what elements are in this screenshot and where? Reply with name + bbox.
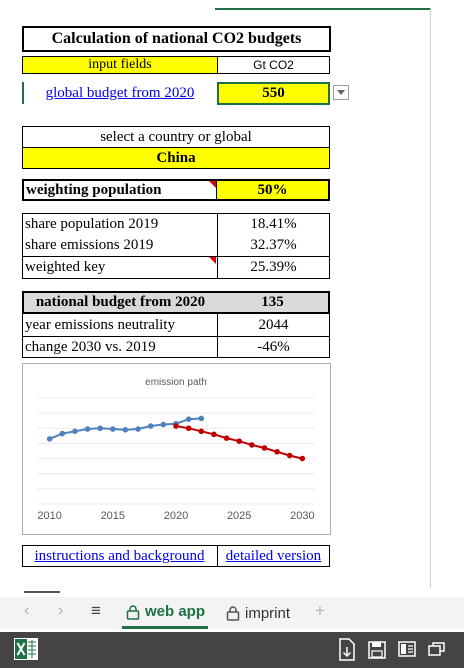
chart-title: emission path <box>145 377 207 388</box>
weighted-key-value: 25.39% <box>250 259 297 275</box>
row-separator <box>22 256 330 257</box>
x-tick-label: 2030 <box>290 510 314 522</box>
dropdown-button[interactable] <box>333 85 349 100</box>
instructions-link[interactable]: instructions and background <box>34 547 205 564</box>
global-budget-input[interactable]: 550 <box>217 82 330 105</box>
data-point <box>46 436 53 442</box>
emission-chart-svg: emission path 2010 2015 2020 2025 2030 <box>37 377 315 522</box>
national-budget-value: 135 <box>217 291 330 314</box>
status-bar <box>0 632 464 668</box>
weighting-label-text: weighting population <box>26 181 162 198</box>
data-point <box>261 445 268 451</box>
share-emissions-label: share emissions 2019 <box>25 237 154 253</box>
data-point <box>274 448 280 455</box>
data-point <box>223 435 230 441</box>
data-point <box>84 426 91 432</box>
save-icon[interactable] <box>368 639 386 659</box>
detailed-version-link[interactable]: detailed version <box>225 547 322 564</box>
share-population-value: 18.41% <box>250 216 297 232</box>
weighting-label: weighting population <box>22 179 217 201</box>
data-point <box>299 455 306 462</box>
shares-block <box>22 213 330 279</box>
data-point <box>147 423 154 429</box>
row-separator <box>22 336 330 337</box>
share-population-label: share population 2019 <box>25 216 159 232</box>
data-point <box>97 425 103 432</box>
weighted-key-label: weighted key <box>23 257 216 278</box>
scroll-indicator[interactable] <box>24 591 60 593</box>
download-file-icon[interactable] <box>338 638 356 662</box>
comment-indicator <box>209 257 216 264</box>
data-point <box>249 442 255 448</box>
change-value: -46% <box>257 339 290 355</box>
data-point <box>173 423 179 429</box>
x-tick-label: 2025 <box>227 510 251 522</box>
tab-web-app-label: web app <box>145 603 206 620</box>
links-divider <box>217 545 218 567</box>
input-fields-label: input fields <box>22 56 218 74</box>
weighted-key-label-text: weighted key <box>25 259 106 275</box>
excel-logo-icon <box>14 638 38 660</box>
row-marker <box>22 82 24 104</box>
x-tick-label: 2020 <box>164 510 188 522</box>
shares-divider <box>217 213 218 279</box>
data-point <box>110 426 116 432</box>
comment-indicator <box>209 181 216 188</box>
sheet-tab-bar: ‹ › ≡ web app imprint + <box>0 597 464 629</box>
sheet-title: Calculation of national CO2 budgets <box>22 26 331 52</box>
share-emissions-value: 32.37% <box>250 237 297 253</box>
data-point <box>72 428 78 435</box>
data-point <box>286 452 293 459</box>
tab-imprint[interactable]: imprint <box>226 597 302 629</box>
chevron-down-icon <box>337 89 345 95</box>
prev-sheet-icon[interactable]: ‹ <box>24 602 30 619</box>
data-point <box>185 425 192 432</box>
add-sheet-icon[interactable]: + <box>315 601 325 620</box>
neutrality-label: year emissions neutrality <box>25 316 175 333</box>
data-point <box>160 421 167 428</box>
grid-edge-line <box>430 8 431 588</box>
tab-web-app[interactable]: web app <box>122 597 208 629</box>
data-point <box>122 427 129 433</box>
data-point <box>185 416 192 422</box>
data-point <box>198 415 205 422</box>
lock-icon <box>226 606 240 621</box>
popout-window-icon[interactable] <box>428 641 446 657</box>
national-budget-label: national budget from 2020 <box>22 291 218 314</box>
neutrality-value: 2044 <box>258 316 289 333</box>
all-sheets-menu-icon[interactable]: ≡ <box>91 601 101 620</box>
reading-view-icon[interactable] <box>398 641 416 657</box>
data-point <box>236 438 242 444</box>
data-point <box>59 430 66 437</box>
lock-icon <box>126 604 140 620</box>
top-accent-line <box>215 8 430 10</box>
data-point <box>135 426 141 432</box>
emission-chart[interactable]: emission path 2010 2015 2020 2025 2030 <box>22 363 331 535</box>
select-prompt: select a country or global <box>22 126 330 148</box>
x-tick-label: 2010 <box>37 510 61 522</box>
links-row <box>22 545 330 567</box>
data-point <box>211 431 217 438</box>
weighting-input[interactable]: 50% <box>217 179 330 201</box>
tab-imprint-label: imprint <box>245 604 291 622</box>
global-budget-link[interactable]: global budget from 2020 <box>45 84 195 101</box>
x-tick-label: 2015 <box>101 510 125 522</box>
data-point <box>198 428 205 435</box>
change-label: change 2030 vs. 2019 <box>25 339 156 355</box>
next-sheet-icon[interactable]: › <box>58 602 64 619</box>
unit-label: Gt CO2 <box>218 56 330 74</box>
country-selector[interactable]: China <box>22 148 330 169</box>
